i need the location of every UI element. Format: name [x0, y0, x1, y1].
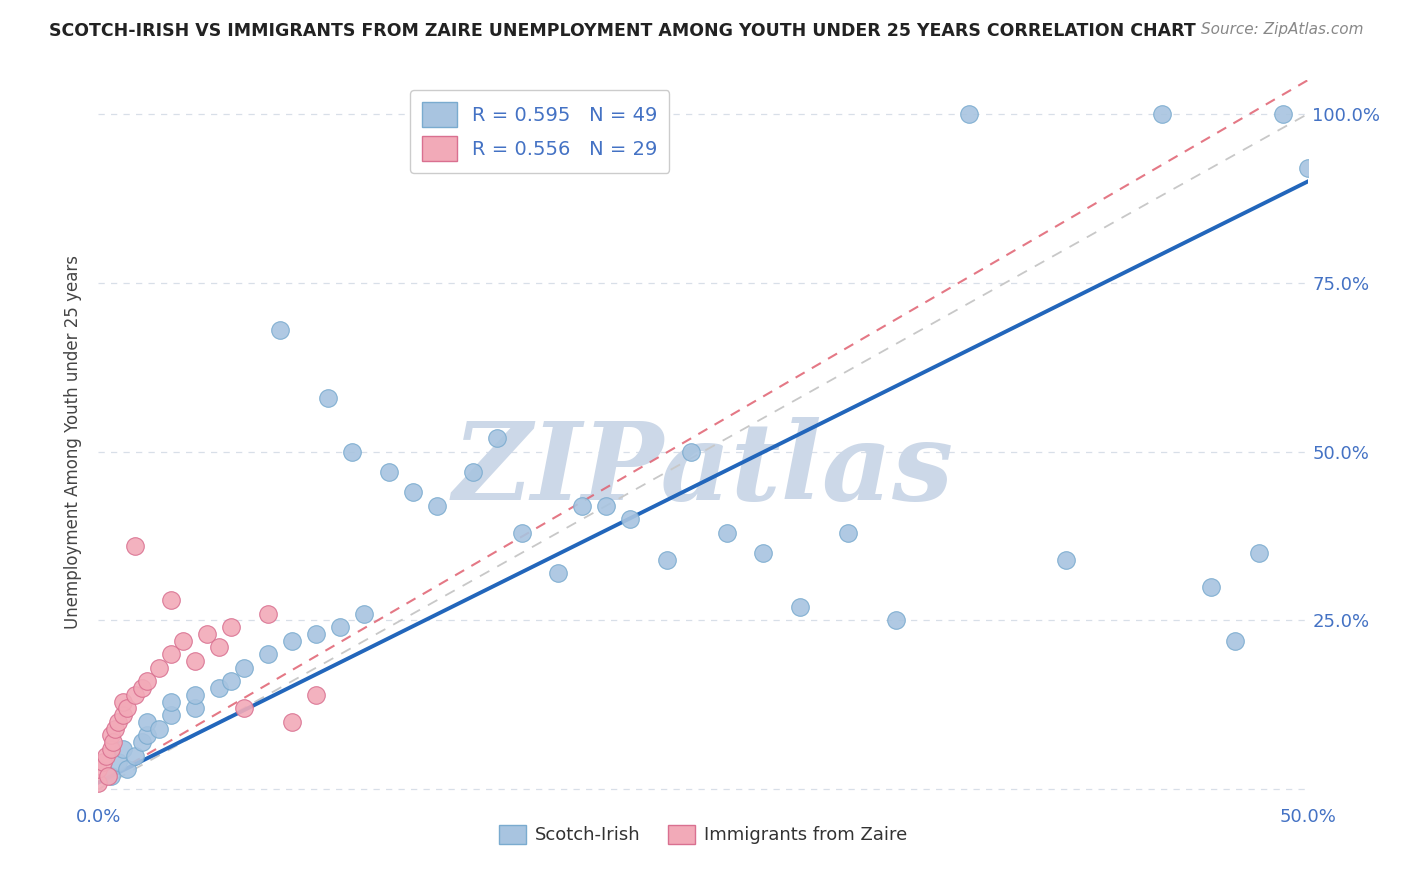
- Point: [100, 728, 122, 742]
- Point: [111, 708, 134, 723]
- Point: [716, 525, 738, 540]
- Point: [353, 607, 375, 621]
- Point: [837, 525, 859, 540]
- Point: [571, 499, 593, 513]
- Point: [1296, 161, 1319, 175]
- Point: [232, 701, 254, 715]
- Point: [160, 647, 183, 661]
- Point: [135, 728, 157, 742]
- Point: [269, 323, 291, 337]
- Point: [329, 620, 352, 634]
- Point: [160, 708, 183, 723]
- Point: [160, 593, 183, 607]
- Point: [124, 688, 146, 702]
- Point: [184, 654, 207, 668]
- Point: [195, 627, 218, 641]
- Point: [131, 735, 153, 749]
- Point: [426, 499, 449, 513]
- Point: [221, 620, 243, 634]
- Legend: Scotch-Irish, Immigrants from Zaire: Scotch-Irish, Immigrants from Zaire: [492, 818, 914, 852]
- Point: [101, 735, 124, 749]
- Point: [679, 444, 702, 458]
- Text: Source: ZipAtlas.com: Source: ZipAtlas.com: [1201, 22, 1364, 37]
- Point: [1249, 546, 1271, 560]
- Text: SCOTCH-IRISH VS IMMIGRANTS FROM ZAIRE UNEMPLOYMENT AMONG YOUTH UNDER 25 YEARS CO: SCOTCH-IRISH VS IMMIGRANTS FROM ZAIRE UN…: [49, 22, 1197, 40]
- Point: [752, 546, 775, 560]
- Point: [619, 512, 641, 526]
- Point: [1223, 633, 1246, 648]
- Point: [208, 681, 231, 695]
- Point: [135, 714, 157, 729]
- Point: [148, 661, 170, 675]
- Text: ZIPatlas: ZIPatlas: [453, 417, 953, 524]
- Point: [117, 701, 139, 715]
- Point: [148, 722, 170, 736]
- Point: [87, 762, 110, 776]
- Point: [107, 714, 129, 729]
- Point: [91, 756, 114, 770]
- Point: [305, 688, 328, 702]
- Point: [184, 701, 207, 715]
- Point: [886, 614, 908, 628]
- Point: [111, 694, 134, 708]
- Point: [402, 485, 425, 500]
- Point: [221, 674, 243, 689]
- Point: [463, 465, 485, 479]
- Point: [1199, 580, 1222, 594]
- Point: [281, 633, 304, 648]
- Point: [595, 499, 617, 513]
- Point: [342, 444, 364, 458]
- Point: [1272, 107, 1295, 121]
- Point: [184, 688, 207, 702]
- Point: [281, 714, 304, 729]
- Point: [111, 741, 134, 756]
- Point: [107, 756, 129, 770]
- Point: [377, 465, 399, 479]
- Point: [256, 607, 278, 621]
- Point: [100, 741, 122, 756]
- Point: [100, 769, 122, 783]
- Point: [957, 107, 980, 121]
- Point: [131, 681, 153, 695]
- Point: [124, 539, 146, 553]
- Point: [97, 769, 120, 783]
- Point: [172, 633, 194, 648]
- Point: [208, 640, 231, 655]
- Point: [232, 661, 254, 675]
- Point: [87, 775, 110, 789]
- Point: [94, 748, 117, 763]
- Point: [486, 431, 509, 445]
- Point: [1054, 552, 1077, 566]
- Point: [1152, 107, 1174, 121]
- Y-axis label: Unemployment Among Youth under 25 years: Unemployment Among Youth under 25 years: [65, 254, 83, 629]
- Point: [256, 647, 278, 661]
- Point: [117, 762, 139, 776]
- Point: [547, 566, 569, 581]
- Point: [135, 674, 157, 689]
- Point: [510, 525, 533, 540]
- Point: [655, 552, 678, 566]
- Point: [124, 748, 146, 763]
- Point: [160, 694, 183, 708]
- Point: [104, 722, 127, 736]
- Point: [305, 627, 328, 641]
- Point: [789, 599, 811, 614]
- Point: [316, 391, 339, 405]
